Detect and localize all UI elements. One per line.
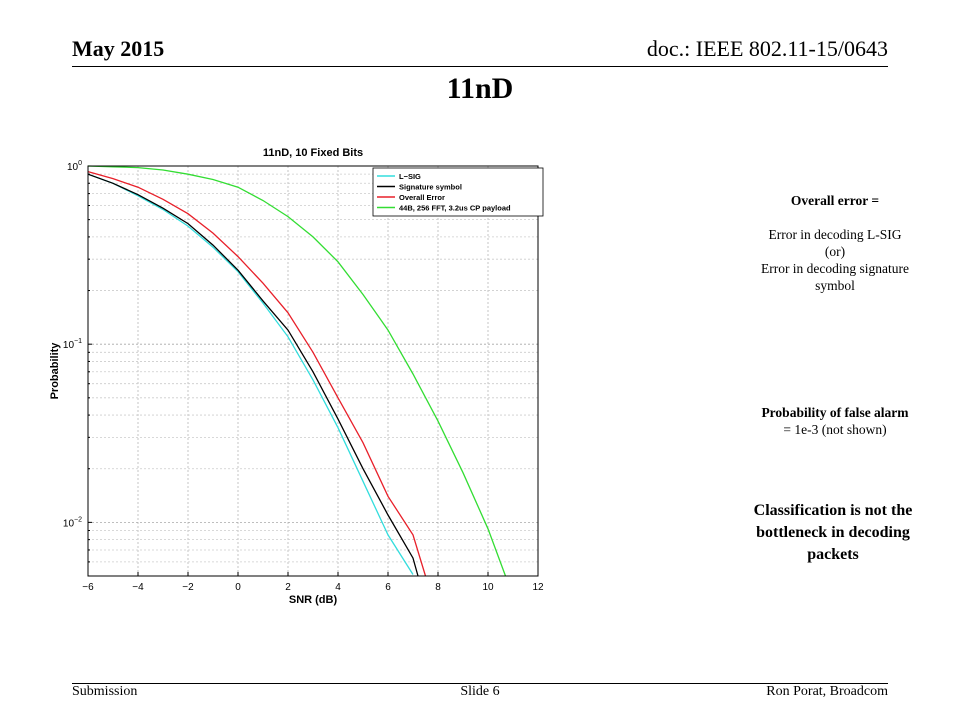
series-line — [87, 173, 419, 577]
x-tick-label: 12 — [532, 582, 544, 593]
plot-frame — [87, 165, 539, 577]
footer-slide-number: Slide 6 — [460, 684, 500, 699]
header-divider — [72, 66, 888, 67]
series-line — [87, 170, 427, 577]
false-alarm-note: Probability of false alarm = 1e-3 (not s… — [740, 404, 930, 438]
conclusion-line: Classification is not the — [753, 502, 913, 519]
x-axis-label: SNR (dB) — [289, 594, 338, 606]
x-tick-label: −2 — [182, 582, 194, 593]
footer-submission: Submission — [72, 684, 138, 699]
series-line — [87, 165, 507, 577]
y-axis-label: Probability — [49, 342, 61, 400]
x-tick-label: 0 — [235, 582, 241, 593]
header-date: May 2015 — [72, 36, 165, 61]
legend-label: L−SIG — [399, 172, 421, 181]
chart-title: 11nD, 10 Fixed Bits — [263, 147, 363, 159]
conclusion-line: bottleneck in decoding — [756, 524, 910, 541]
x-tick-label: 8 — [435, 582, 441, 593]
header-doc-number: doc.: IEEE 802.11-15/0643 — [646, 36, 888, 61]
x-tick-label: 2 — [285, 582, 291, 593]
footer-author: Ron Porat, Broadcom — [766, 684, 888, 699]
x-tick-label: −6 — [82, 582, 94, 593]
false-alarm-line: = 1e-3 (not shown) — [783, 422, 887, 437]
x-tick-label: 4 — [335, 582, 341, 593]
overall-error-line: symbol — [815, 278, 855, 293]
conclusion-line: packets — [807, 546, 859, 563]
legend-label: Overall Error — [399, 193, 445, 202]
x-tick-label: −4 — [132, 582, 144, 593]
note-spacer — [740, 209, 930, 226]
conclusion-note: Classification is not the bottleneck in … — [730, 500, 936, 566]
x-tick-label: 6 — [385, 582, 391, 593]
overall-error-line: Error in decoding signature — [760, 261, 910, 276]
legend-label: 44B, 256 FFT, 3.2us CP payload — [399, 204, 511, 213]
series-line — [87, 173, 414, 575]
footer-divider — [72, 683, 888, 684]
legend-label: Signature symbol — [399, 183, 462, 192]
false-alarm-line: Probability of false alarm — [761, 405, 909, 420]
overall-error-title: Overall error = — [790, 193, 880, 208]
legend-box — [372, 167, 544, 217]
overall-error-note: Overall error = Error in decoding L-SIG … — [740, 192, 930, 294]
overall-error-line: (or) — [824, 244, 846, 259]
chart-figure: −6 −4 −2 0 2 4 6 8 10 12 100 10−1 10−2 11nD, 10 Fixe… — [46, 136, 558, 611]
overall-error-line: Error in decoding L-SIG — [768, 227, 902, 242]
chart-series — [87, 165, 507, 577]
slide-title: 11nD — [446, 72, 514, 105]
x-tick-label: 10 — [482, 582, 494, 593]
